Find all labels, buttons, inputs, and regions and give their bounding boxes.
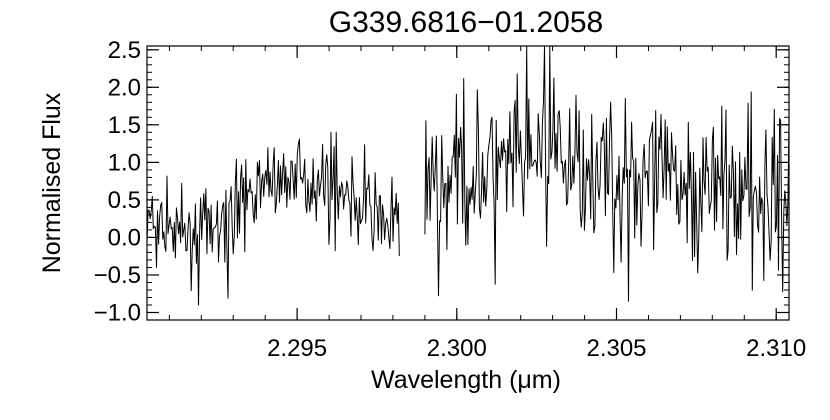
y-tick-label: 2.0	[108, 74, 141, 101]
y-tick-label: 0.0	[108, 224, 141, 251]
x-axis-label: Wavelength (μm)	[371, 366, 561, 394]
y-tick-label: 1.0	[108, 149, 141, 176]
spectrum-series-segment-1	[147, 131, 400, 306]
y-tick-label: −0.5	[94, 262, 141, 289]
x-tick-label: 2.295	[267, 335, 327, 362]
y-tick-label: 2.5	[108, 37, 141, 64]
y-tick-label: 1.5	[108, 112, 141, 139]
y-axis-label: Normalised Flux	[38, 92, 66, 273]
y-tick-label: 0.5	[108, 187, 141, 214]
plot-frame	[146, 45, 790, 321]
x-tick-label: 2.310	[746, 335, 806, 362]
spectrum-series-segment-2	[424, 46, 789, 302]
x-tick-label: 2.300	[427, 335, 487, 362]
y-tick-label: −1.0	[94, 300, 141, 327]
x-tick-label: 2.305	[586, 335, 646, 362]
chart-title: G339.6816−01.2058	[329, 6, 603, 39]
